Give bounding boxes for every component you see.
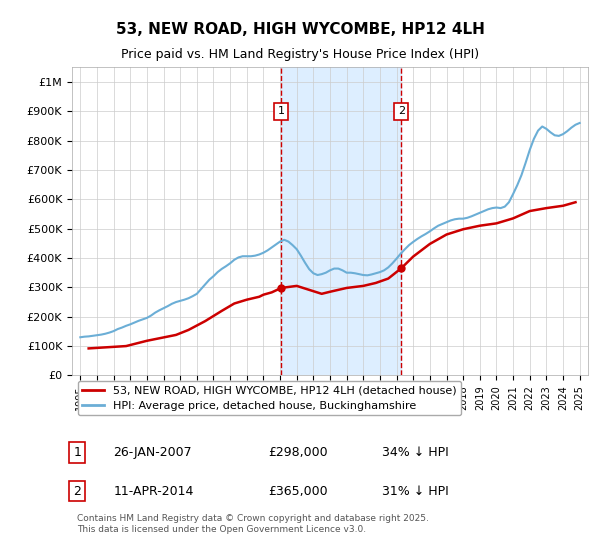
Text: 26-JAN-2007: 26-JAN-2007 (113, 446, 192, 459)
Text: 34% ↓ HPI: 34% ↓ HPI (382, 446, 448, 459)
Text: 2: 2 (73, 484, 81, 497)
Text: 11-APR-2014: 11-APR-2014 (113, 484, 194, 497)
Text: £365,000: £365,000 (268, 484, 328, 497)
Bar (281, 67, 401, 375)
Text: Price paid vs. HM Land Registry's House Price Index (HPI): Price paid vs. HM Land Registry's House … (121, 48, 479, 60)
Text: 53, NEW ROAD, HIGH WYCOMBE, HP12 4LH: 53, NEW ROAD, HIGH WYCOMBE, HP12 4LH (116, 22, 484, 38)
Text: 1: 1 (73, 446, 81, 459)
Text: Contains HM Land Registry data © Crown copyright and database right 2025.
This d: Contains HM Land Registry data © Crown c… (77, 514, 429, 534)
Text: £298,000: £298,000 (268, 446, 328, 459)
Text: 2: 2 (398, 106, 405, 116)
Text: 31% ↓ HPI: 31% ↓ HPI (382, 484, 448, 497)
Legend: 53, NEW ROAD, HIGH WYCOMBE, HP12 4LH (detached house), HPI: Average price, detac: 53, NEW ROAD, HIGH WYCOMBE, HP12 4LH (de… (77, 381, 461, 416)
Text: 1: 1 (278, 106, 285, 116)
